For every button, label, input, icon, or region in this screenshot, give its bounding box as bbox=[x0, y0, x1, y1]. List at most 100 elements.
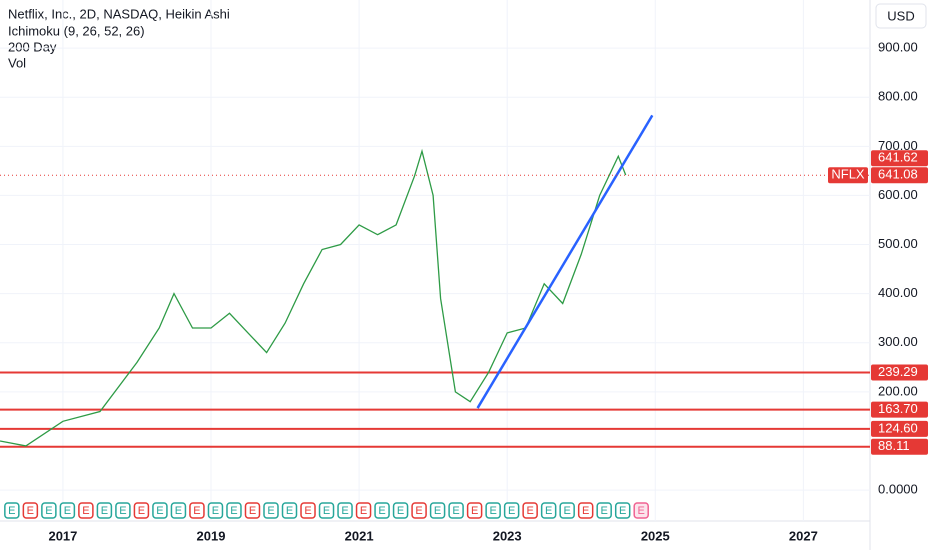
earnings-label: E bbox=[545, 505, 552, 517]
earnings-marker bbox=[263, 502, 279, 519]
earnings-label: E bbox=[360, 505, 367, 517]
earnings-label: E bbox=[249, 505, 256, 517]
earnings-label: E bbox=[341, 505, 348, 517]
y-tick-label: 700.00 bbox=[878, 138, 918, 153]
earnings-marker bbox=[355, 502, 372, 519]
earnings-label: E bbox=[8, 505, 15, 517]
earnings-label: E bbox=[64, 505, 71, 517]
trendline bbox=[476, 114, 654, 409]
earnings-marker bbox=[96, 502, 113, 519]
level-label: 124.60 bbox=[878, 420, 918, 435]
earnings-marker bbox=[281, 502, 298, 519]
earnings-marker bbox=[540, 502, 557, 519]
earnings-marker bbox=[244, 502, 261, 519]
y-tick-label: 200.00 bbox=[878, 383, 918, 398]
y-tick-label: 900.00 bbox=[878, 40, 918, 55]
earnings-label: E bbox=[119, 505, 126, 517]
y-tick-label: 800.00 bbox=[878, 89, 918, 104]
price-line bbox=[0, 148, 627, 447]
earnings-label: E bbox=[397, 505, 404, 517]
earnings-marker bbox=[466, 502, 483, 519]
level-tag bbox=[871, 401, 928, 418]
y-tick-label: 300.00 bbox=[878, 334, 918, 349]
earnings-label: E bbox=[638, 505, 645, 517]
level-label: 239.29 bbox=[878, 364, 918, 379]
earnings-label: E bbox=[267, 505, 274, 517]
level-label: 88.11 bbox=[878, 438, 910, 453]
earnings-label: E bbox=[45, 505, 52, 517]
earnings-label: E bbox=[175, 505, 182, 517]
earnings-marker bbox=[448, 502, 464, 519]
earnings-label: E bbox=[582, 505, 589, 517]
earnings-label: E bbox=[193, 505, 200, 517]
earnings-label: E bbox=[508, 505, 515, 517]
level-label: 163.70 bbox=[878, 401, 918, 416]
earnings-label: E bbox=[27, 505, 34, 517]
level-tag bbox=[871, 438, 928, 455]
earnings-marker bbox=[596, 502, 612, 519]
earnings-label: E bbox=[471, 505, 478, 517]
indicator: Vol bbox=[8, 55, 26, 70]
symbol-tag bbox=[828, 167, 868, 184]
x-tick-label: 2021 bbox=[345, 528, 374, 543]
earnings-label: E bbox=[82, 505, 89, 517]
earnings-marker bbox=[22, 502, 39, 519]
x-tick-label: 2027 bbox=[789, 528, 818, 543]
earnings-label: E bbox=[156, 505, 163, 517]
earnings-marker bbox=[559, 502, 575, 519]
earnings-marker bbox=[485, 502, 501, 519]
earnings-marker bbox=[226, 502, 242, 519]
earnings-marker bbox=[115, 502, 131, 519]
earnings-label: E bbox=[434, 505, 441, 517]
currency[interactable]: USD bbox=[887, 8, 914, 23]
earnings-label: E bbox=[101, 505, 108, 517]
y-tick-label: 500.00 bbox=[878, 236, 918, 251]
currency-button[interactable] bbox=[875, 3, 927, 29]
indicator: Ichimoku (9, 26, 52, 26) bbox=[8, 23, 145, 38]
earnings-marker bbox=[522, 502, 538, 519]
y-tick-label: 0.0000 bbox=[878, 482, 918, 497]
earnings-label: E bbox=[452, 505, 459, 517]
earnings-marker bbox=[577, 502, 594, 519]
earnings-label: E bbox=[230, 505, 237, 517]
earnings-marker bbox=[429, 502, 446, 519]
symbol-label: NFLX bbox=[831, 167, 865, 182]
earnings-marker bbox=[318, 502, 335, 519]
earnings-label: E bbox=[563, 505, 570, 517]
price-tag bbox=[871, 167, 928, 184]
earnings-label: E bbox=[489, 505, 496, 517]
earnings-marker bbox=[392, 502, 409, 519]
earnings-label: E bbox=[212, 505, 219, 517]
earnings-label: E bbox=[323, 505, 330, 517]
earnings-marker bbox=[41, 502, 57, 519]
earnings-label: E bbox=[304, 505, 311, 517]
earnings-label: E bbox=[138, 505, 145, 517]
earnings-marker bbox=[133, 502, 150, 519]
earnings-marker bbox=[152, 502, 168, 519]
earnings-label: E bbox=[526, 505, 533, 517]
y-tick-label: 600.00 bbox=[878, 187, 918, 202]
ha-close-label: 641.62 bbox=[878, 150, 918, 165]
earnings-marker bbox=[189, 502, 205, 519]
last-price-label: 641.08 bbox=[878, 167, 918, 182]
earnings-marker bbox=[374, 502, 390, 519]
earnings-label: E bbox=[378, 505, 385, 517]
earnings-marker bbox=[337, 502, 353, 519]
level-tag bbox=[871, 420, 928, 437]
earnings-marker bbox=[207, 502, 224, 519]
earnings-marker bbox=[59, 502, 76, 519]
earnings-marker bbox=[4, 502, 20, 519]
earnings-label: E bbox=[601, 505, 608, 517]
earnings-marker bbox=[300, 502, 316, 519]
earnings-label: E bbox=[415, 505, 422, 517]
earnings-marker bbox=[411, 502, 427, 519]
x-tick-label: 2025 bbox=[641, 528, 670, 543]
earnings-marker bbox=[614, 502, 631, 519]
y-tick-label: 400.00 bbox=[878, 285, 918, 300]
earnings-label: E bbox=[286, 505, 293, 517]
price-tag bbox=[871, 150, 928, 167]
x-tick-label: 2017 bbox=[48, 528, 77, 543]
earnings-marker bbox=[503, 502, 520, 519]
x-tick-label: 2023 bbox=[493, 528, 522, 543]
